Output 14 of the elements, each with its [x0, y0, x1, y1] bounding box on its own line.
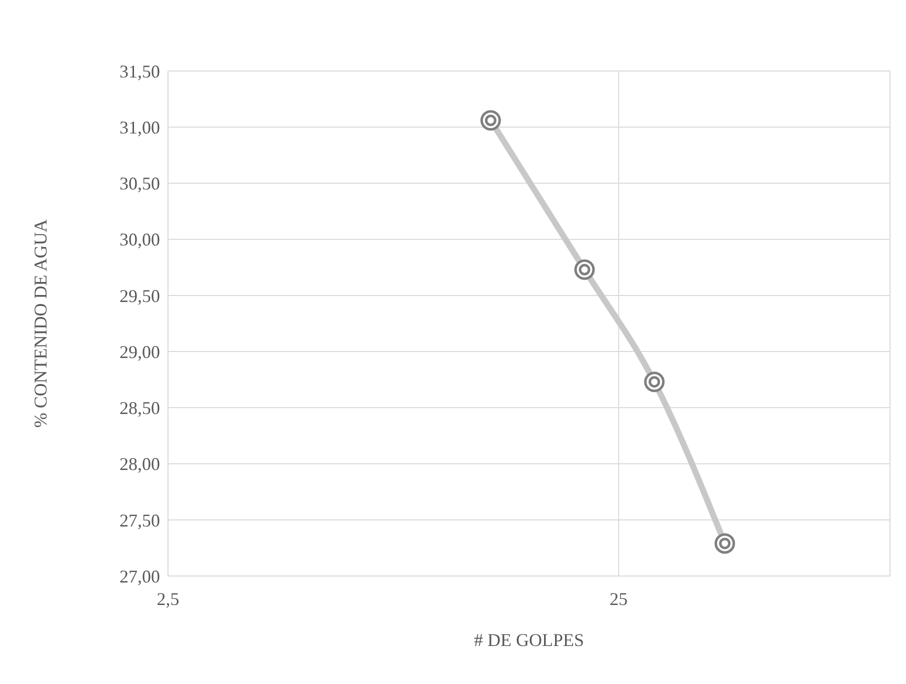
y-tick-label: 30,50: [120, 174, 160, 194]
y-tick-label: 28,50: [120, 398, 160, 418]
y-tick-label: 29,50: [120, 286, 160, 306]
y-axis-title: % CONTENIDO DE AGUA: [30, 219, 50, 428]
y-tick-label: 28,00: [120, 454, 160, 474]
x-axis-title: # DE GOLPES: [474, 630, 584, 650]
x-tick-label: 25: [610, 588, 628, 609]
y-tick-label: 27,50: [120, 510, 160, 530]
y-tick-label: 29,00: [120, 342, 160, 362]
y-tick-label: 30,00: [120, 230, 160, 250]
y-tick-label: 31,00: [120, 118, 160, 138]
y-tick-label: 31,50: [120, 61, 160, 82]
x-tick-label: 2,5: [156, 588, 180, 609]
y-tick-label: 27,00: [120, 566, 160, 586]
